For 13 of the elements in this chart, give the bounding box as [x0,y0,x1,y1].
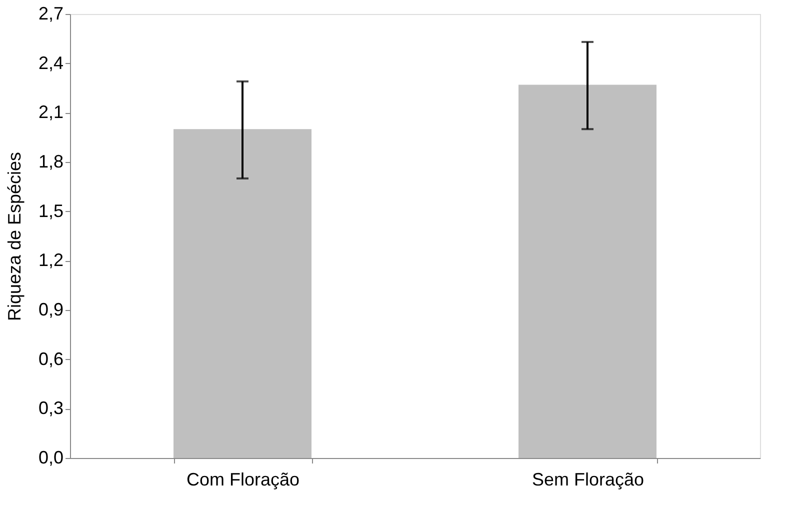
y-tick-label: 2,1 [38,102,64,122]
y-tick-label: 2,7 [38,4,64,24]
y-tick-label: 0,6 [38,348,64,369]
y-tick-label: 1,2 [38,250,64,270]
y-axis-title: Riqueza de Espécies [4,152,24,322]
y-tick-label: 0,0 [38,448,64,468]
y-tick-label: 1,8 [38,152,64,172]
y-tick-label: 0,9 [38,300,64,320]
y-tick-label: 0,3 [38,398,64,418]
x-tick-label: Com Floração [186,470,300,490]
y-tick-label: 1,5 [38,200,64,221]
x-tick-label: Sem Floração [532,470,644,490]
y-tick-label: 2,4 [38,52,64,73]
